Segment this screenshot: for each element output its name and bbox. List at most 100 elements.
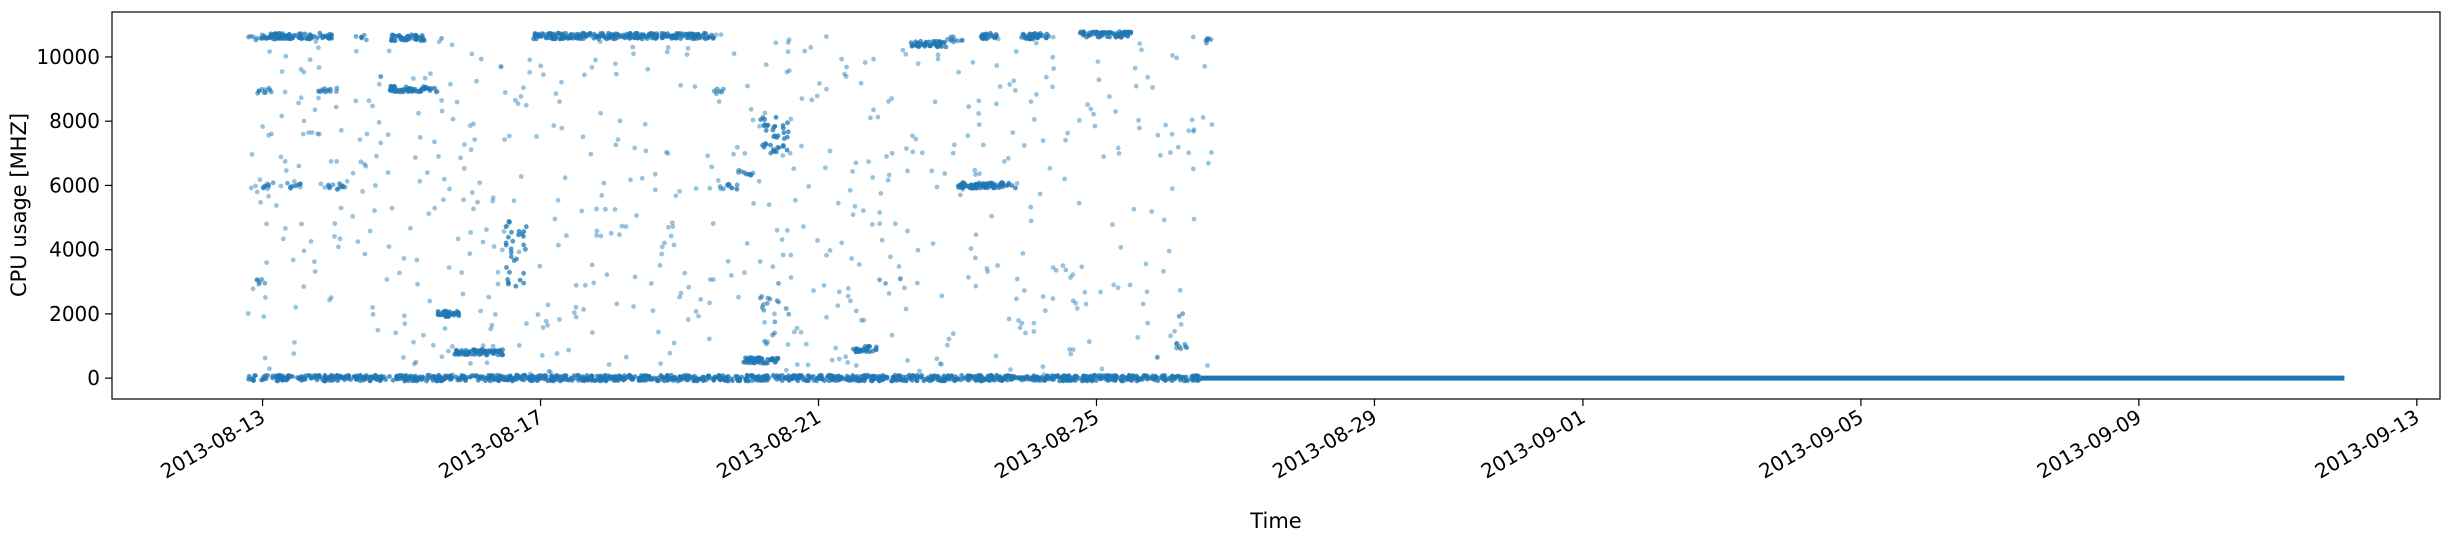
scatter-point [785, 228, 790, 233]
scatter-point [490, 195, 496, 201]
scatter-point [573, 314, 579, 320]
scatter-point [1079, 264, 1085, 270]
scatter-point [442, 326, 448, 331]
scatter-point [301, 69, 307, 75]
scatter-point [794, 325, 800, 331]
scatter-point [980, 142, 986, 148]
scatter-point [572, 375, 578, 381]
scatter-point [413, 155, 418, 161]
scatter-point [458, 155, 463, 161]
scatter-point [270, 180, 276, 186]
scatter-point [1013, 88, 1018, 93]
scatter-point [989, 213, 994, 219]
scatter-point [266, 184, 271, 189]
scatter-point [997, 84, 1003, 89]
scatter-point [357, 378, 363, 384]
scatter-point [791, 166, 797, 172]
scatter-point [859, 317, 864, 323]
scatter-point [664, 34, 670, 40]
scatter-point [254, 189, 260, 195]
scatter-point [523, 224, 529, 230]
scatter-point [513, 97, 518, 103]
scatter-point [602, 34, 607, 40]
scatter-point [770, 147, 776, 153]
scatter-point [1204, 40, 1209, 46]
scatter-point [824, 34, 829, 39]
scatter-point [1191, 127, 1197, 133]
scatter-point [827, 372, 832, 378]
scatter-point [950, 150, 956, 156]
scatter-point [268, 31, 274, 37]
scatter-point [875, 114, 881, 120]
scatter-point [424, 170, 430, 176]
scatter-point [461, 166, 467, 171]
scatter-point [771, 124, 777, 130]
scatter-point [332, 234, 337, 239]
scatter-point [883, 281, 888, 286]
scatter-point [323, 89, 328, 95]
scatter-point [724, 182, 730, 188]
scatter-point [422, 75, 428, 81]
scatter-point [494, 377, 500, 382]
scatter-point [654, 31, 659, 36]
scatter-point [455, 312, 460, 317]
scatter-point [973, 172, 978, 177]
scatter-point [931, 41, 937, 46]
scatter-point [1037, 191, 1043, 197]
scatter-point [364, 131, 370, 137]
scatter-point [822, 165, 828, 171]
scatter-point [594, 233, 599, 238]
scatter-point [537, 373, 542, 378]
scatter-point [1190, 166, 1196, 172]
scatter-point [728, 273, 734, 278]
scatter-point [488, 326, 494, 332]
scatter-point [941, 378, 947, 384]
scatter-point [474, 350, 480, 356]
scatter-point [535, 312, 541, 317]
scatter-point [780, 153, 786, 158]
scatter-point [338, 205, 344, 211]
scatter-point [1022, 376, 1028, 382]
scatter-point [593, 57, 598, 63]
scatter-point [780, 144, 786, 149]
scatter-point [573, 282, 579, 288]
scatter-point [446, 265, 452, 270]
scatter-point [537, 263, 543, 269]
scatter-point [1154, 355, 1160, 360]
scatter-point [1085, 102, 1090, 108]
scatter-point [549, 373, 555, 379]
scatter-point [448, 81, 453, 87]
scatter-point [1140, 301, 1146, 307]
scatter-point [839, 240, 845, 246]
scatter-point [540, 325, 546, 330]
scatter-point [370, 305, 375, 310]
scatter-point [562, 175, 568, 181]
scatter-point [1132, 65, 1138, 71]
scatter-point [1176, 313, 1182, 319]
scatter-point [468, 230, 473, 235]
scatter-point [297, 182, 302, 187]
scatter-point [776, 145, 782, 151]
scatter-point [543, 318, 549, 324]
scatter-point [824, 252, 829, 258]
scatter-point [784, 367, 789, 373]
scatter-point [1027, 36, 1033, 42]
scatter-point [372, 208, 377, 214]
scatter-point [274, 203, 279, 208]
scatter-point [613, 61, 618, 67]
scatter-point [1031, 117, 1037, 122]
scatter-point [853, 363, 859, 368]
scatter-point [884, 154, 889, 159]
scatter-point [591, 35, 597, 41]
scatter-point [773, 114, 779, 120]
scatter-point [652, 171, 658, 177]
scatter-point [686, 35, 692, 41]
scatter-point [617, 118, 623, 124]
scatter-point [995, 263, 1000, 268]
scatter-point [829, 357, 835, 363]
scatter-point [632, 274, 638, 280]
scatter-point [665, 375, 670, 381]
scatter-point [630, 44, 636, 50]
scatter-point [436, 154, 441, 159]
scatter-point [1033, 40, 1039, 46]
